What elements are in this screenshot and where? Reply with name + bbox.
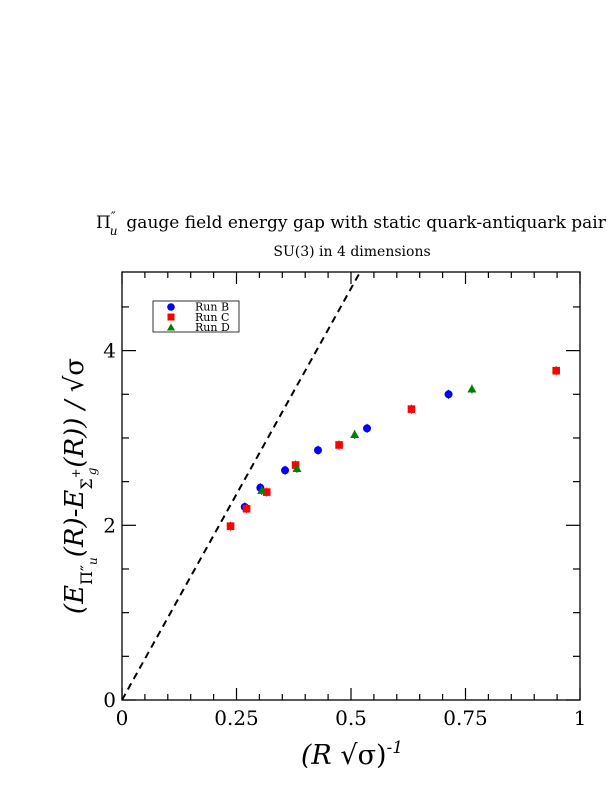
point-run-b [314,446,323,455]
point-run-b [363,424,372,433]
title-text: gauge field energy gap with static quark… [126,213,606,233]
x-axis-label-exp: -1 [387,738,404,758]
y-axis-label-sub1b: u [86,557,100,565]
point-run-c [335,441,343,449]
legend-label-run-d: Run D [195,321,230,334]
x-axis-label-close: ) [376,740,387,771]
title-symbol-sub: u [110,224,118,238]
y-axis-label-sub1: Π″ [77,565,96,585]
y-tick-label: 0 [103,688,116,712]
point-run-c [407,405,416,413]
chart-subtitle: SU(3) in 4 dimensions [273,244,430,260]
x-tick-labels: 0 0.25 0.5 0.75 1 [116,706,587,730]
x-tick-label: 0.25 [214,706,259,730]
point-run-d [292,464,302,473]
data-markers [226,366,560,531]
legend-label-run-b: Run B [195,301,229,314]
y-axis-label-sub2b: g [85,467,99,475]
point-run-d [350,429,360,438]
x-tick-label: 0.75 [443,706,488,730]
y-tick-label: 2 [103,513,116,537]
x-axis-label-root: √ [340,740,358,771]
point-run-b [281,466,290,475]
y-axis-label-root: √ [60,375,90,392]
y-tick-label: 4 [103,339,116,363]
legend-label-run-c: Run C [195,311,229,324]
title-symbol: Π [96,213,111,233]
y-tick-labels: 0 2 4 [103,339,116,712]
point-run-c [242,504,251,513]
point-run-c [291,461,300,469]
reference-line [122,272,362,700]
legend: Run B Run C Run D [152,301,240,334]
y-axis-label: (EΠ″u(R)-EΣ+ g(R)) / √σ [60,358,100,614]
y-axis-label-open: (E [60,585,90,614]
x-axis-label-sigma: σ [358,740,376,771]
point-run-c [262,488,271,496]
legend-marker-run-c [167,313,175,321]
x-tick-label: 1 [574,706,587,730]
legend-marker-run-d [167,323,175,331]
title-symbol-sup: ″ [111,210,116,225]
chart-title: Π″ u gauge field energy gap with static qu… [96,210,607,238]
y-axis-label-sub2: Σ [77,478,96,489]
y-axis-label-sigma: σ [60,358,90,376]
point-run-d [257,485,267,494]
legend-marker-run-b [167,303,175,311]
x-tick-label: 0.5 [335,706,367,730]
x-tick-label: 0 [116,706,129,730]
y-axis-label-mid: (R)-E [60,490,90,558]
point-run-c [226,522,235,530]
point-run-b [444,390,453,399]
point-run-d [467,384,477,393]
x-axis-label-open: (R [301,740,340,771]
plot-frame [121,271,581,701]
y-axis-label-sup2: + [69,468,83,478]
point-run-c [552,366,560,375]
y-axis-label-close: (R)) / [60,392,90,467]
axis-ticks [121,272,581,701]
x-axis-label: (R √σ)-1 [301,738,403,771]
